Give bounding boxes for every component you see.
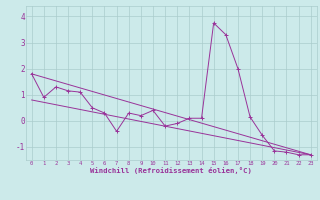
X-axis label: Windchill (Refroidissement éolien,°C): Windchill (Refroidissement éolien,°C) [90,167,252,174]
